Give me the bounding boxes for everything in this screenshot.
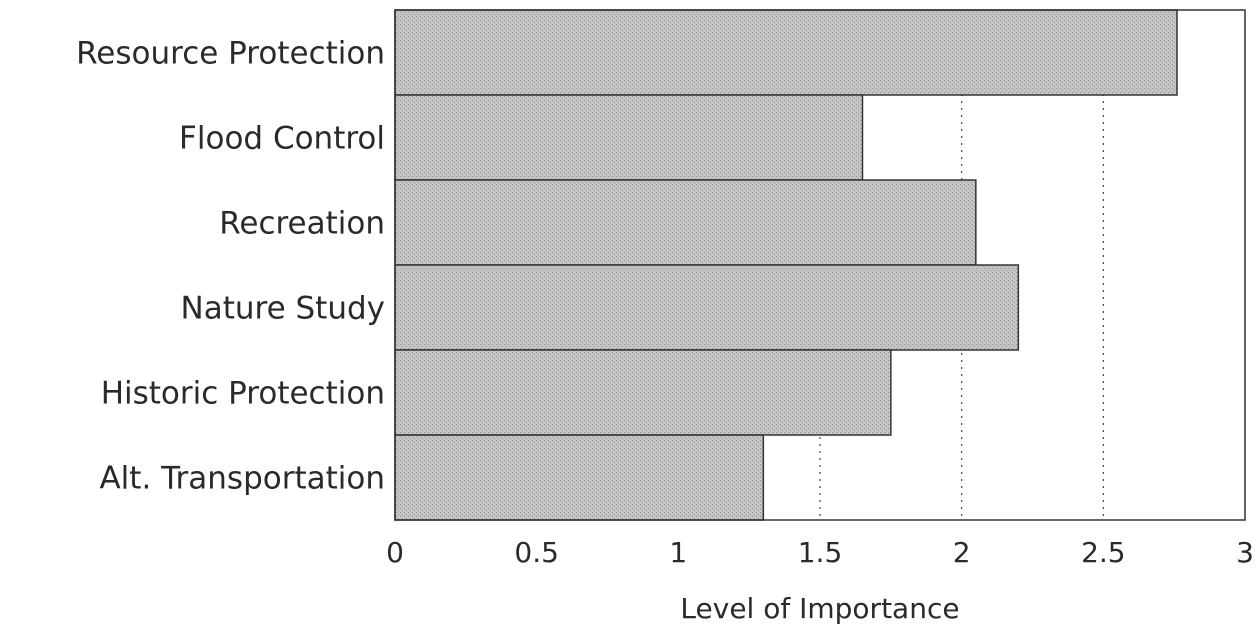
x-tick-label: 2.5 [1081, 536, 1126, 569]
bar-4 [394, 349, 892, 436]
bar-2 [394, 179, 977, 266]
category-label: Recreation [219, 206, 385, 242]
x-tick-labels: 0 0.5 1 1.5 2 2.5 3 [386, 536, 1254, 569]
category-labels: Resource Protection Flood Control Recreati… [76, 36, 385, 497]
category-label: Historic Protection [101, 376, 385, 412]
x-tick-label: 0.5 [514, 536, 559, 569]
plot-area-frame [394, 9, 1246, 521]
bar-1 [394, 94, 864, 181]
x-tick-label: 0 [386, 536, 404, 569]
bar-0 [394, 9, 1178, 96]
bars [394, 9, 1178, 521]
x-axis-label: Level of Importance [680, 592, 959, 625]
category-label: Alt. Transportation [99, 461, 385, 497]
category-label: Nature Study [181, 291, 385, 327]
x-tick-label: 2 [953, 536, 971, 569]
bar-5 [394, 434, 765, 521]
x-tick-label: 1.5 [798, 536, 843, 569]
x-tick-label: 1 [669, 536, 687, 569]
x-tick-label: 3 [1236, 536, 1254, 569]
bar-3 [394, 264, 1020, 351]
category-label: Flood Control [179, 121, 385, 157]
category-label: Resource Protection [76, 36, 385, 72]
